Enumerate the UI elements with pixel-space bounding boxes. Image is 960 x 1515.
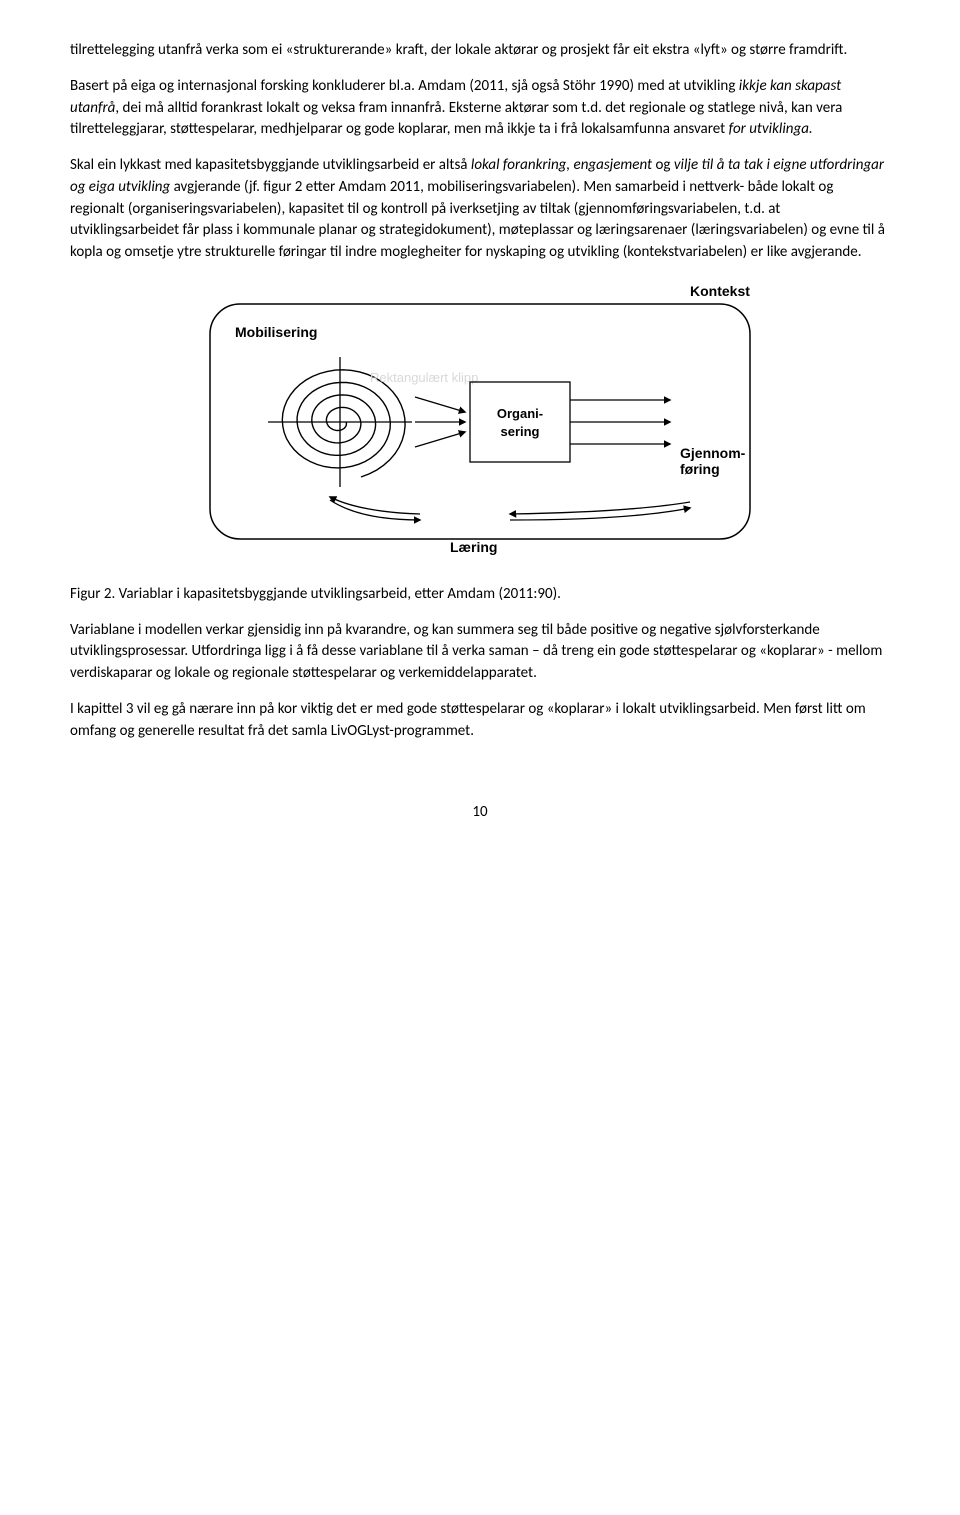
svg-text:sering: sering <box>500 424 539 439</box>
svg-text:Gjennom-: Gjennom- <box>680 445 746 461</box>
italic-text: for utviklinga. <box>729 120 813 138</box>
text: avgjerande (jf. figur 2 etter Amdam 2011… <box>70 178 885 261</box>
svg-text:Læring: Læring <box>450 539 497 555</box>
text: , dei må alltid forankrast lokalt og vek… <box>70 99 842 139</box>
paragraph-1: tilrettelegging utanfrå verka som ei «st… <box>70 40 890 62</box>
svg-text:Rektangulært klipp: Rektangulært klipp <box>370 370 478 385</box>
paragraph-2: Basert på eiga og internasjonal forsking… <box>70 76 890 141</box>
svg-text:Kontekst: Kontekst <box>690 283 750 299</box>
figure-caption: Figur 2. Variablar i kapasitetsbyggjande… <box>70 584 890 606</box>
text: Basert på eiga og internasjonal forsking… <box>70 77 739 95</box>
page-number: 10 <box>70 802 890 824</box>
text: og <box>652 156 674 174</box>
text: tilrettelegging utanfrå verka som ei «st… <box>70 41 847 59</box>
svg-text:Mobilisering: Mobilisering <box>235 324 317 340</box>
diagram-svg: Kontekst Mobilisering Rektangulært klipp Or… <box>200 282 760 562</box>
paragraph-4: Variablane i modellen verkar gjensidig i… <box>70 620 890 685</box>
paragraph-5: I kapittel 3 vil eg gå nærare inn på kor… <box>70 699 890 743</box>
italic-text: lokal forankring, engasjement <box>471 156 652 174</box>
figure-2-diagram: Kontekst Mobilisering Rektangulært klipp Or… <box>70 282 890 562</box>
paragraph-3: Skal ein lykkast med kapasitetsbyggjande… <box>70 155 890 264</box>
text: Skal ein lykkast med kapasitetsbyggjande… <box>70 156 471 174</box>
svg-text:Organi-: Organi- <box>497 406 543 421</box>
svg-text:føring: føring <box>680 461 720 477</box>
